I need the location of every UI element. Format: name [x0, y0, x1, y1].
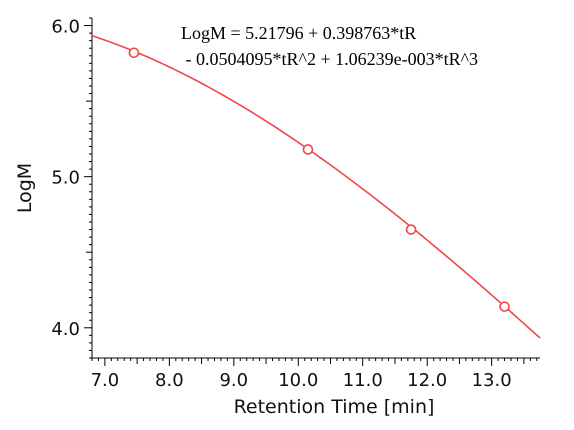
data-point	[405, 224, 417, 235]
data-point	[128, 47, 140, 59]
x-tick-label: 10.0	[278, 370, 318, 391]
y-tick-label: 4.0	[51, 319, 80, 340]
x-tick-label: 12.0	[407, 370, 447, 391]
x-axis-ticks: 7.0 8.0 9.0 10.0 11.0 12.0 13.0	[91, 358, 538, 391]
x-tick-label: 8.0	[155, 370, 184, 391]
data-point	[302, 144, 314, 155]
y-axis-label: LogM	[14, 163, 36, 213]
data-point	[499, 301, 510, 312]
x-tick-label: 9.0	[219, 370, 248, 391]
fit-equation-line-2: - 0.0504095*tR^2 + 1.06239e-003*tR^3	[181, 49, 478, 69]
fit-curve	[91, 34, 541, 339]
fit-equation-line-1: LogM = 5.21796 + 0.398763*tR	[181, 23, 416, 43]
x-tick-label: 11.0	[343, 370, 383, 391]
axes	[91, 18, 540, 359]
x-axis-label: Retention Time [min]	[234, 396, 435, 418]
y-tick-label: 6.0	[51, 17, 80, 38]
plot-area	[91, 34, 541, 339]
x-tick-label: 7.0	[91, 370, 120, 391]
y-axis-ticks: 4.0 5.0 6.0	[51, 17, 92, 359]
y-tick-label: 5.0	[51, 168, 80, 189]
x-tick-label: 13.0	[472, 370, 512, 391]
